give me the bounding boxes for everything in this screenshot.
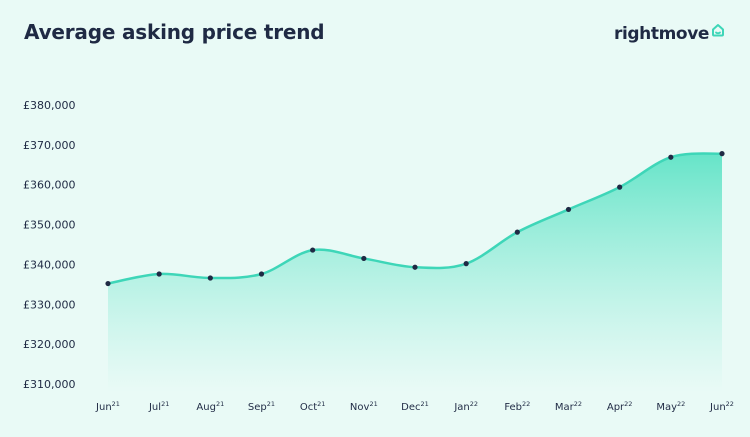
x-tick-label: Feb22 bbox=[504, 400, 530, 413]
x-tick-label: Jun22 bbox=[709, 400, 734, 413]
x-axis-labels: Jun21 Jul21 Aug21 Sep21 Oct21 Nov21 Dec21 Jan22… bbox=[95, 400, 734, 413]
data-point bbox=[617, 184, 623, 190]
x-tick-label: Aug21 bbox=[196, 400, 224, 413]
x-tick-label: May22 bbox=[656, 400, 685, 413]
data-point bbox=[258, 271, 265, 277]
data-point bbox=[310, 247, 316, 253]
x-tick-label: Jun21 bbox=[95, 400, 120, 413]
data-point bbox=[412, 264, 418, 270]
y-axis-labels: £380,000 £370,000 £360,000 £350,000 £340,000… bbox=[23, 99, 76, 391]
data-point bbox=[156, 271, 162, 277]
data-points bbox=[105, 151, 725, 287]
rightmove-logo[interactable]: rightmove bbox=[614, 22, 725, 44]
y-tick-label: £320,000 bbox=[23, 338, 76, 351]
x-tick-label: Jul21 bbox=[148, 400, 169, 413]
data-point bbox=[463, 261, 469, 267]
x-tick-label: Sep21 bbox=[248, 400, 275, 413]
y-tick-label: £350,000 bbox=[23, 219, 76, 232]
x-tick-label: Oct21 bbox=[300, 400, 326, 413]
y-tick-label: £370,000 bbox=[23, 139, 76, 152]
data-point bbox=[565, 206, 572, 213]
data-point bbox=[514, 229, 520, 235]
data-point bbox=[361, 255, 367, 262]
data-point bbox=[668, 154, 674, 160]
y-tick-label: £310,000 bbox=[23, 378, 76, 391]
data-point bbox=[105, 280, 111, 287]
y-tick-label: £330,000 bbox=[23, 298, 76, 311]
x-tick-label: Dec21 bbox=[401, 400, 429, 413]
data-point bbox=[207, 275, 213, 281]
y-tick-label: £340,000 bbox=[23, 258, 76, 271]
x-tick-label: Mar22 bbox=[555, 400, 582, 413]
data-point bbox=[719, 151, 725, 157]
chart-title: Average asking price trend bbox=[24, 20, 325, 44]
y-tick-label: £380,000 bbox=[23, 99, 76, 112]
logo-text: rightmove bbox=[614, 24, 710, 44]
area-fill bbox=[108, 153, 722, 392]
x-tick-label: Apr22 bbox=[607, 400, 633, 413]
y-tick-label: £360,000 bbox=[23, 179, 76, 192]
x-tick-label: Nov21 bbox=[350, 400, 378, 413]
x-tick-label: Jan22 bbox=[453, 400, 478, 413]
house-outline-icon bbox=[711, 22, 725, 41]
